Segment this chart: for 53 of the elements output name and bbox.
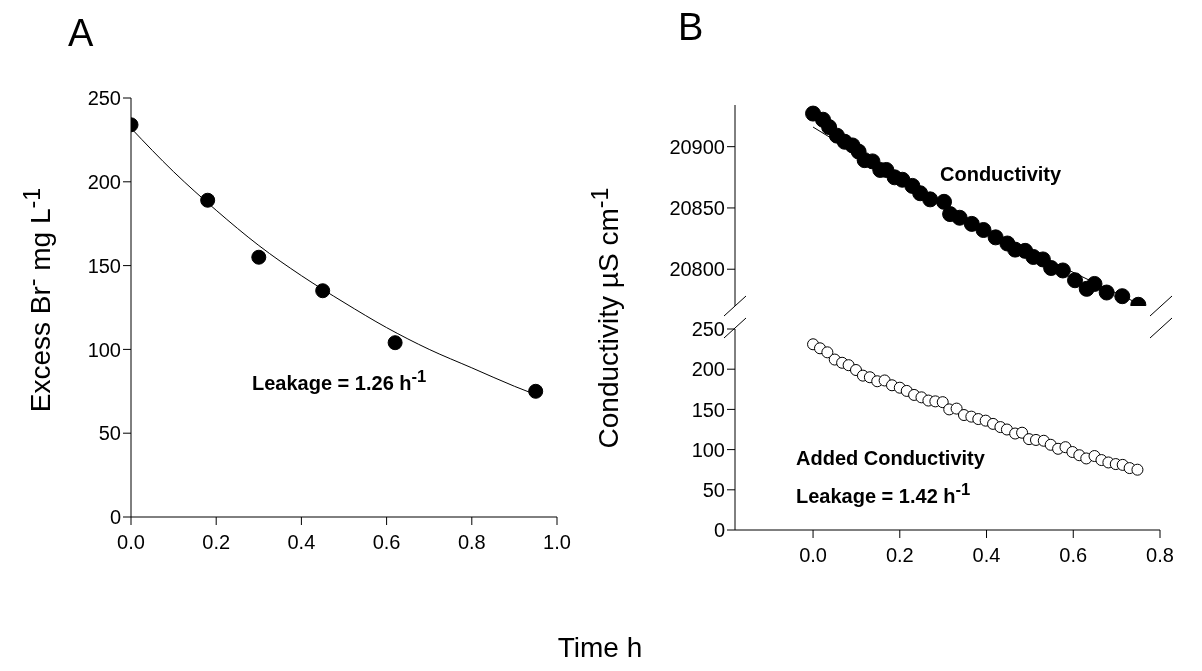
y-tick-label: 100: [87, 338, 121, 361]
point: [1114, 288, 1131, 305]
annotation: Leakage = 1.42 h$^{-1}$: [796, 480, 971, 508]
point: [1131, 463, 1144, 476]
x-tick-label: 1.0: [543, 531, 571, 554]
point: [315, 283, 331, 299]
y-tick-label: 50: [98, 422, 121, 445]
annotation: Conductivity: [940, 163, 1062, 186]
point: [1086, 275, 1103, 292]
y-tick-label: 0: [109, 506, 121, 529]
point: [950, 402, 963, 415]
y-tick-label: 200: [87, 170, 121, 193]
x-tick-label: 0.2: [885, 544, 914, 567]
point: [1098, 284, 1115, 301]
chart-title: B: [678, 6, 704, 49]
annotation: Added Conductivity: [796, 447, 985, 470]
y-tick-label: 20900: [669, 135, 725, 158]
point: [936, 193, 953, 210]
point: [528, 383, 544, 399]
y-tick-label: 20800: [669, 258, 725, 281]
y-tick-label: 50: [702, 478, 725, 501]
x-tick-label: 0.8: [1146, 544, 1174, 567]
x-tick-label: 0.4: [287, 531, 316, 554]
point: [821, 346, 834, 359]
x-tick-label: 0.6: [1059, 544, 1088, 567]
point: [975, 222, 992, 239]
x-tick-label: 0.2: [202, 531, 231, 554]
y-tick-label: 20850: [669, 197, 725, 220]
y-tick-label: 250: [691, 318, 725, 341]
point: [251, 249, 267, 265]
point: [951, 209, 968, 226]
x-tick-label: 0.0: [117, 531, 145, 554]
point: [922, 191, 939, 208]
y-tick-label: 250: [87, 87, 121, 110]
x-tick-label: 0.4: [972, 544, 1001, 567]
y-tick-label: 150: [87, 254, 121, 277]
y-tick-label: 0: [713, 519, 725, 542]
chart-title: A: [68, 12, 94, 55]
annotation: Leakage = 1.26 h$^{-1}$: [252, 367, 427, 395]
point: [987, 229, 1004, 246]
point: [200, 192, 216, 208]
point: [963, 215, 980, 232]
point: [1054, 262, 1071, 279]
y-tick-label: 200: [691, 358, 725, 381]
y-tick-label: 150: [691, 398, 725, 421]
x-tick-label: 0.8: [457, 531, 486, 554]
point: [1067, 272, 1083, 289]
x-axis-title: Time h: [557, 632, 643, 664]
point: [387, 335, 403, 351]
y-tick-label: 100: [691, 438, 725, 461]
x-tick-label: 0.6: [372, 531, 401, 554]
point: [936, 396, 949, 409]
x-tick-label: 0.0: [799, 544, 827, 567]
